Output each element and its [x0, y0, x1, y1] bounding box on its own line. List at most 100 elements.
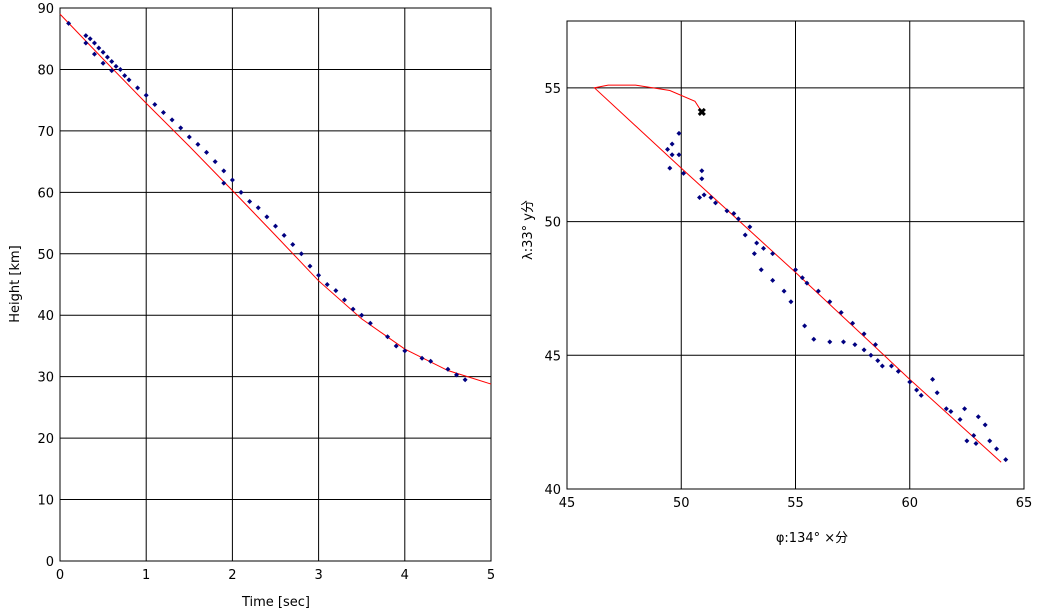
data-point [367, 320, 373, 326]
data-point [788, 299, 794, 305]
data-point [419, 355, 425, 361]
data-point [135, 85, 141, 91]
data-point [152, 101, 158, 107]
fit-line [59, 13, 492, 385]
x-tick-label: 55 [787, 496, 804, 511]
data-point [109, 58, 115, 64]
data-point [962, 406, 968, 412]
data-point [770, 251, 776, 257]
data-point [178, 125, 184, 131]
y-tick-label: 30 [37, 371, 54, 386]
data-point [186, 134, 192, 140]
data-point [761, 245, 767, 251]
data-point [669, 152, 675, 158]
y-tick-label: 10 [37, 494, 54, 509]
data-point [758, 267, 764, 273]
data-point [697, 195, 703, 201]
data-point [840, 339, 846, 345]
data-point [975, 414, 981, 420]
data-point [731, 211, 737, 217]
x-axis-label: φ:134° ×分 [776, 531, 848, 546]
data-point [428, 358, 434, 364]
fit-line [593, 84, 1002, 463]
data-point [838, 309, 844, 315]
data-point [333, 288, 339, 294]
data-point [875, 358, 881, 364]
data-point [770, 277, 776, 283]
data-point [454, 372, 460, 378]
data-point [109, 68, 115, 74]
data-point [290, 242, 296, 248]
data-point [964, 438, 970, 444]
data-point [907, 379, 913, 385]
y-tick-label: 40 [544, 483, 561, 498]
data-point [973, 441, 979, 447]
data-point [307, 263, 313, 269]
y-tick-label: 50 [37, 248, 54, 263]
data-point [212, 159, 218, 165]
data-point [804, 280, 810, 286]
x-tick-label: 4 [401, 568, 409, 583]
data-point [221, 180, 227, 186]
y-tick-label: 70 [37, 125, 54, 140]
data-point [126, 77, 132, 83]
data-point [827, 299, 833, 305]
data-point [754, 240, 760, 246]
data-point [316, 272, 322, 278]
y-tick-label: 40 [37, 309, 54, 324]
data-point [699, 168, 705, 174]
data-point [91, 51, 97, 57]
data-point [934, 390, 940, 396]
data-point [895, 368, 901, 374]
y-tick-label: 55 [544, 82, 561, 97]
data-point [811, 336, 817, 342]
y-tick-label: 90 [37, 2, 54, 17]
data-point [160, 109, 166, 115]
data-point [676, 130, 682, 136]
data-point [204, 149, 210, 155]
data-point [815, 288, 821, 294]
data-point [117, 66, 123, 72]
data-point [264, 214, 270, 220]
y-axis-label: λ:33° y分 [521, 200, 536, 260]
data-point [122, 73, 128, 79]
data-point [699, 176, 705, 182]
data-point [402, 348, 408, 354]
data-point [298, 251, 304, 257]
data-point [359, 312, 365, 318]
x-tick-label: 3 [314, 568, 322, 583]
data-point [930, 376, 936, 382]
data-point [341, 297, 347, 303]
data-point [462, 377, 468, 383]
data-point [221, 168, 227, 174]
data-point [987, 438, 993, 444]
data-point [100, 60, 106, 66]
data-point [669, 141, 675, 147]
data-point [799, 275, 805, 281]
data-point [751, 251, 757, 257]
data-point [113, 63, 119, 69]
data-point [273, 223, 278, 229]
data-point [872, 342, 878, 348]
data-point [888, 363, 894, 369]
y-tick-label: 20 [37, 432, 54, 447]
data-point [445, 366, 451, 372]
data-point [994, 446, 1000, 452]
data-point [83, 40, 89, 46]
data-point [781, 288, 787, 294]
data-point [861, 347, 867, 353]
data-point [943, 406, 949, 412]
x-tick-label: 65 [1016, 496, 1033, 511]
x-tick-label: 0 [56, 568, 64, 583]
data-point [747, 224, 753, 230]
data-point [667, 165, 673, 171]
data-point [879, 363, 885, 369]
y-axis-label: Height [km] [8, 245, 23, 322]
data-point [802, 323, 808, 329]
data-point [100, 49, 106, 55]
data-point [676, 152, 682, 158]
data-point [91, 40, 97, 46]
data-point [96, 45, 102, 51]
